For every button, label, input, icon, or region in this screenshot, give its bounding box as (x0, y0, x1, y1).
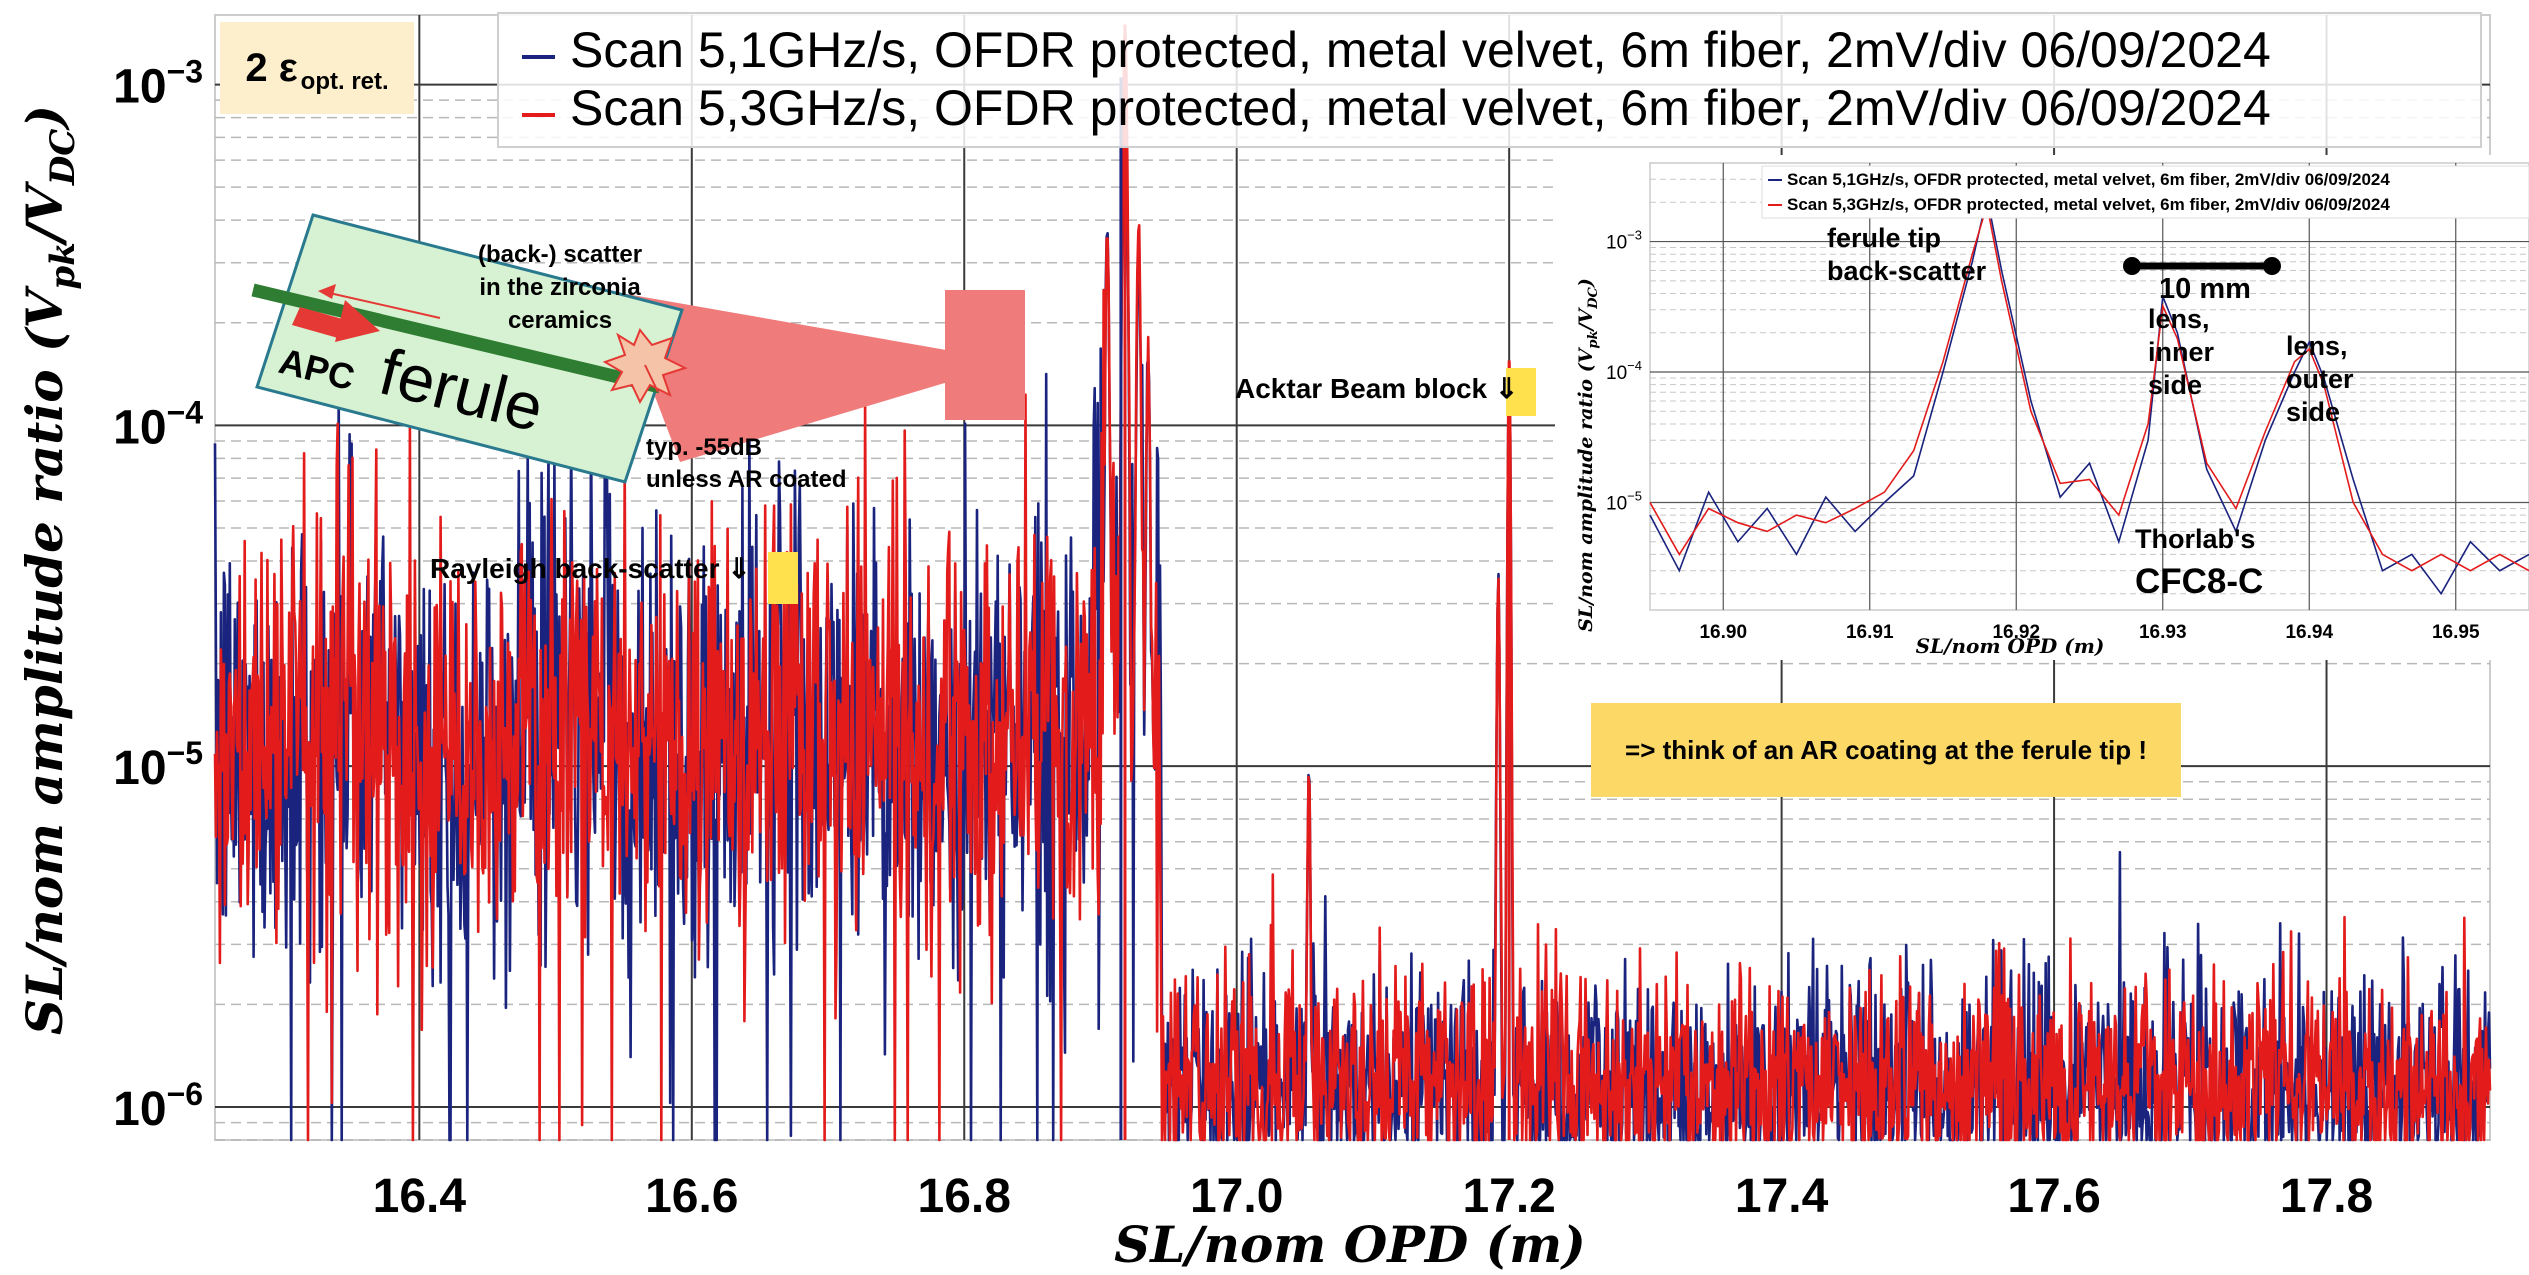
x-tick-labels: 16.4 16.6 16.8 17.0 17.2 17.4 17.6 17.8 (373, 1170, 2374, 1223)
ar-coating-note: => think of an AR coating at the ferule … (1591, 703, 2181, 797)
inset-y-tick-exponent: −5 (1627, 489, 1642, 504)
inset-annotation-cfc8c: CFC8-C (2135, 562, 2264, 601)
inset-plot-area (1649, 162, 2529, 611)
input-arrow (292, 307, 346, 338)
y-tick-base: 10 (113, 401, 166, 454)
x-axis-label-text: SL/nom OPD (m) (1114, 1215, 1586, 1274)
beam-block-shape (945, 290, 1025, 420)
acktar-annotation: Acktar Beam block ⇓ (1235, 372, 1518, 405)
y-tick-exponent: −4 (167, 394, 204, 430)
inset-x-tick-label: 16.93 (2139, 622, 2187, 643)
scale-bar-label: 10 mm (2159, 273, 2251, 305)
y-tick-exponent: −6 (167, 1076, 203, 1112)
inset-annotation-lens-inner: lens, inner side (2148, 304, 2215, 400)
y-axis-label: SL/nom amplitude ratio (Vpk/VDC) (15, 105, 83, 1035)
scatter-label: (back-) scatter in the zirconia ceramics (477, 241, 643, 334)
x-axis-label: SL/nom OPD (m) (1114, 1215, 1586, 1274)
ylabel-close: ) (15, 105, 74, 131)
inset-y-tick-label: 10−4 (1606, 358, 1642, 384)
inset-legend-box (1761, 165, 2529, 219)
inset-annotation-ferule-tip: ferule tip back-scatter (1827, 223, 1987, 286)
inset-annotation-lens-outer: lens, outer side (2286, 331, 2354, 427)
inset-legend-label-series1: Scan 5,1GHz/s, OFDR protected, metal vel… (1787, 170, 2390, 189)
acktar-annotation-text: Acktar Beam block ⇓ (1235, 373, 1519, 404)
epsilon-badge-main: 2 ε (245, 45, 298, 90)
epsilon-badge-sub: opt. ret. (300, 68, 389, 95)
y-tick-label: 10−5 (113, 735, 203, 795)
inset-ylabel-sub-pk: pk (1586, 330, 1601, 348)
inset-x-tick-label: 16.90 (1699, 622, 1747, 643)
x-tick-label: 16.8 (918, 1170, 1011, 1223)
y-tick-label: 10−3 (113, 54, 203, 114)
series-line-5-3ghz (213, 31, 2492, 1142)
arrow-highlight (1506, 368, 1536, 416)
legend-label-series2: Scan 5,3GHz/s, OFDR protected, metal vel… (570, 80, 2271, 136)
arrow-highlight (768, 552, 798, 604)
inset-ylabel-sub-dc: DC (1586, 287, 1601, 310)
y-tick-label: 10−4 (113, 394, 203, 454)
inset-ylabel-close: ) (1575, 278, 1597, 288)
legend-label-series1: Scan 5,1GHz/s, OFDR protected, metal vel… (570, 22, 2271, 78)
series-layer (213, 24, 2492, 1142)
legend: Scan 5,1GHz/s, OFDR protected, metal vel… (497, 12, 2482, 148)
ylabel-sub-pk: pk (43, 242, 83, 289)
y-tick-base: 10 (113, 742, 166, 795)
inset-y-tick-label: 10−3 (1606, 228, 1642, 254)
loss-label: typ. -55dB unless AR coated (646, 434, 847, 493)
inset-y-tick-labels: 10−310−410−5 (1606, 228, 1642, 515)
inset-y-tick-base: 10 (1606, 363, 1627, 384)
ylabel-sub-dc: DC (43, 129, 83, 187)
inset-x-axis-label: SL/nom OPD (m) (1916, 634, 2105, 658)
x-tick-label: 17.6 (2007, 1170, 2100, 1223)
inset-series-line-5-3ghz (1649, 204, 2529, 572)
backscatter-arrowhead (318, 284, 336, 299)
input-arrowhead (335, 300, 380, 342)
scatter-arrow (644, 364, 659, 393)
inset-y-tick-base: 10 (1606, 233, 1627, 254)
rayleigh-annotation-text: Rayleigh back-scatter ⇓ (430, 553, 751, 584)
inset-legend-label-series2: Scan 5,3GHz/s, OFDR protected, metal vel… (1787, 195, 2390, 214)
epsilon-badge: 2 ε opt. ret. (220, 22, 414, 114)
legend-box (497, 12, 2482, 148)
inset-y-tick-exponent: −3 (1627, 228, 1642, 243)
inset-series-line-5-1ghz (1649, 196, 2529, 596)
inset-x-tick-label: 16.92 (1992, 622, 2040, 643)
inset-series-layer (1649, 196, 2529, 596)
x-tick-label: 17.4 (1735, 1170, 1829, 1223)
inset-ylabel-slash: /V (1575, 307, 1597, 333)
inset-y-tick-base: 10 (1606, 494, 1627, 515)
y-tick-exponent: −5 (167, 735, 203, 771)
y-tick-base: 10 (113, 1083, 166, 1136)
ylabel-slash: /V (15, 180, 74, 246)
inset-x-tick-label: 16.94 (2285, 622, 2333, 643)
x-tick-label: 17.2 (1462, 1170, 1555, 1223)
inset-y-tick-exponent: −4 (1627, 358, 1642, 373)
inset-x-tick-labels: 16.90 16.91 16.92 16.93 16.94 16.95 (1699, 622, 2479, 643)
ar-coating-note-text: => think of an AR coating at the ferule … (1625, 734, 2147, 765)
x-tick-label: 16.4 (373, 1170, 467, 1223)
ferule-body (255, 213, 684, 484)
x-tick-label: 17.0 (1190, 1170, 1283, 1223)
inset-x-tick-label: 16.95 (2432, 622, 2480, 643)
rayleigh-annotation: Rayleigh back-scatter ⇓ (430, 552, 751, 585)
inset-x-tick-label: 16.91 (1846, 622, 1894, 643)
y-tick-exponent: −3 (167, 54, 203, 90)
x-tick-label: 17.8 (2280, 1170, 2373, 1223)
backscatter-arrow (324, 291, 441, 319)
inset-major-grid (1650, 163, 2529, 610)
y-tick-label: 10−6 (113, 1076, 203, 1136)
scale-bar-end-right (2263, 257, 2281, 275)
inset-legend: Scan 5,1GHz/s, OFDR protected, metal vel… (1761, 165, 2529, 219)
apc-ferule-diagram: APC ferule (251, 213, 1025, 484)
inset-annotation-thorlabs: Thorlab's (2135, 524, 2256, 554)
inset-y-tick-label: 10−5 (1606, 489, 1642, 515)
x-tick-label: 16.6 (645, 1170, 738, 1223)
fiber-core (251, 283, 662, 394)
scale-bar-end-left (2123, 257, 2141, 275)
y-tick-labels: 10−310−410−510−6 (113, 54, 203, 1136)
beam-cone (615, 292, 1015, 462)
y-tick-base: 10 (113, 61, 166, 114)
inset-chart: 16.90 16.91 16.92 16.93 16.94 16.95 10−310−41… (1555, 155, 2529, 660)
